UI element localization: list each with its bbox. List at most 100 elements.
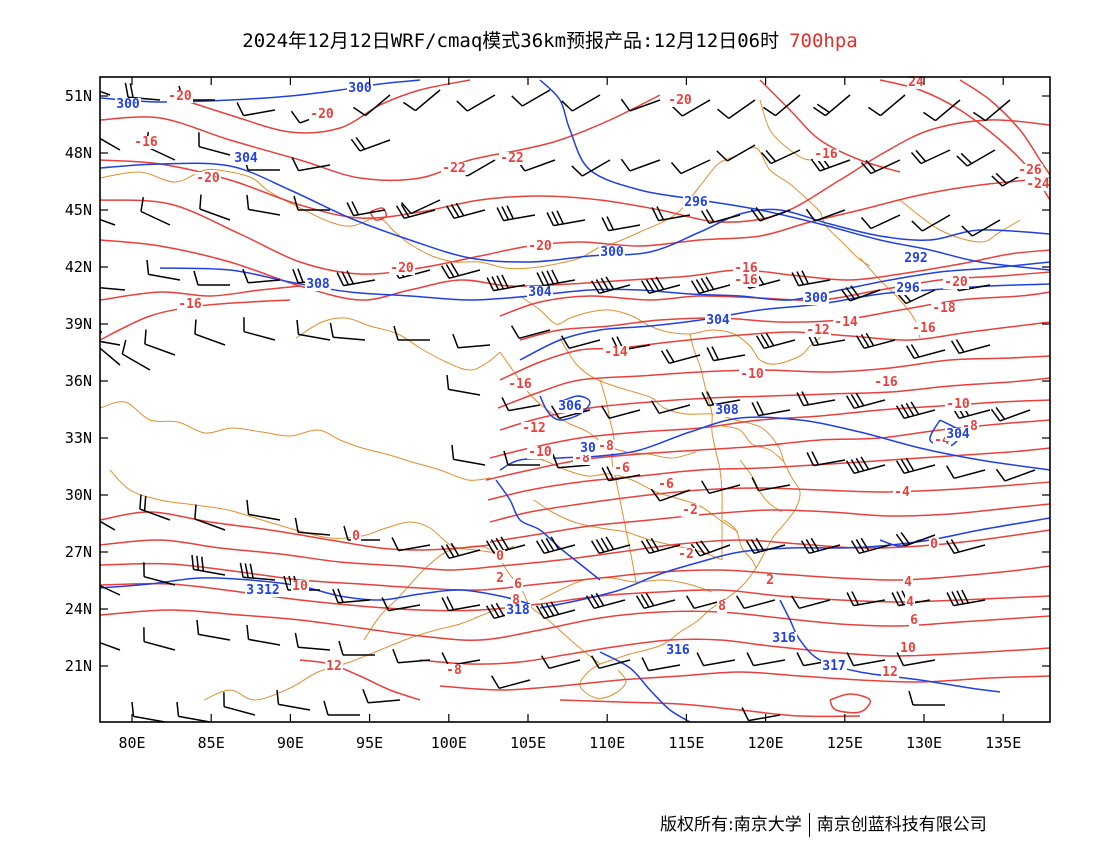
wind-barb — [291, 157, 331, 172]
wind-barb — [242, 268, 281, 284]
axes: 51N 48N 45N 42N 39N 36N 33N 30N 27N 24N 21N 80E 85E 9… — [65, 77, 1050, 752]
wind-barb — [895, 457, 936, 475]
wind-barb — [635, 592, 676, 610]
height-label-bg — [714, 404, 740, 417]
lat-label: 24N — [65, 600, 92, 618]
boundary-line — [739, 459, 783, 513]
temperature-isotherm — [369, 207, 387, 221]
wind-barb — [745, 537, 786, 555]
temperature-label: 0 — [496, 549, 504, 564]
wind-barb — [456, 94, 496, 112]
wind-barb — [905, 344, 946, 360]
temperature-label-bg — [499, 152, 525, 165]
temperature-label-bg — [881, 666, 899, 679]
temperature-label: -22 — [442, 161, 465, 176]
boundary-line — [899, 199, 1021, 243]
temperature-label: -18 — [932, 301, 956, 316]
height-label-bg — [821, 660, 847, 673]
wind-barb — [796, 391, 836, 407]
temperature-isotherm — [489, 503, 1050, 543]
lon-label: 80E — [118, 734, 145, 752]
temperature-isotherm — [499, 321, 1050, 381]
lat-label: 45N — [65, 201, 92, 219]
wind-barb — [846, 591, 886, 607]
height-label-bg — [115, 98, 141, 111]
wind-barb — [329, 322, 366, 341]
temperature-label-bg — [1017, 164, 1043, 177]
wind-barb — [791, 270, 831, 287]
wind-barb — [194, 504, 226, 531]
wind-barb — [452, 333, 491, 349]
wind-barb — [671, 99, 711, 117]
wind-barb — [840, 285, 881, 302]
wind-barb — [294, 632, 331, 651]
temperature-label-bg — [495, 572, 505, 585]
chart-title: 2024年12月12日WRF/cmaq模式36km预报产品:12月12日06时 7… — [0, 26, 1100, 53]
wind-barb — [440, 262, 481, 280]
wind-barb — [350, 136, 391, 152]
height-label: 300 — [116, 97, 140, 112]
wind-barb — [895, 531, 936, 547]
height-label: 300 — [600, 245, 624, 260]
wind-barb — [246, 624, 281, 646]
wind-barb — [571, 159, 611, 177]
temperature-label: -12 — [522, 421, 545, 436]
height-label-bg — [903, 252, 929, 265]
wind-barb — [352, 94, 391, 117]
wind-barb — [176, 701, 211, 722]
temperature-label: -14 — [604, 345, 628, 360]
lon-label: 100E — [431, 734, 467, 752]
height-label: 296 — [684, 195, 708, 210]
wind-barb — [972, 99, 1011, 122]
height-isoline — [499, 416, 1050, 471]
wind-barb — [850, 537, 891, 555]
temperature-label: -16 — [734, 261, 758, 276]
wind-barb — [706, 346, 746, 362]
temperature-label: -4 — [894, 485, 910, 500]
temperature-label-bg — [805, 324, 831, 337]
temperature-label-bg — [445, 664, 463, 677]
temperature-label: 2 — [766, 573, 774, 588]
temperature-isotherm — [100, 511, 491, 551]
lon-label: 95E — [356, 734, 383, 752]
lon-label: 85E — [198, 734, 225, 752]
wind-barb — [511, 89, 551, 107]
boundary-line — [559, 337, 785, 463]
height-label: 316 — [666, 643, 690, 658]
temperature-label-bg — [521, 422, 547, 435]
wind-barb — [243, 317, 276, 341]
temperature-isotherm — [559, 699, 861, 718]
boundary-line — [203, 607, 501, 701]
wind-barb — [945, 539, 986, 555]
wind-barb — [552, 453, 591, 469]
wind-barb — [696, 652, 736, 667]
wind-barb — [193, 270, 230, 286]
height-label: 296 — [896, 281, 920, 296]
wind-barb — [896, 652, 936, 667]
height-label: 300 — [804, 291, 828, 306]
wind-barb — [144, 329, 176, 356]
temperature-label: 12 — [326, 659, 342, 674]
wind-barb — [846, 652, 886, 667]
wind-barb — [755, 332, 796, 350]
wind-barb — [346, 201, 386, 217]
height-label: 316 — [772, 631, 796, 646]
temperature-isotherm — [167, 79, 471, 134]
temperature-label: 8 — [512, 593, 520, 608]
wind-barb — [585, 592, 626, 610]
wind-barb — [590, 536, 631, 555]
temperature-label: 4 — [906, 595, 914, 610]
wind-barb — [490, 675, 531, 690]
wind-barb — [751, 401, 791, 417]
wind-barb — [855, 332, 896, 350]
wind-barb — [660, 349, 701, 365]
lat-label: 39N — [65, 315, 92, 333]
temperature-label: -10 — [946, 397, 970, 412]
wind-barb — [191, 554, 226, 576]
temperature-label-bg — [905, 596, 915, 609]
wind-barb — [650, 400, 691, 415]
lon-label: 115E — [668, 734, 704, 752]
wind-barb — [446, 374, 481, 396]
height-label-bg — [233, 152, 259, 165]
height-label: 306 — [558, 399, 582, 414]
